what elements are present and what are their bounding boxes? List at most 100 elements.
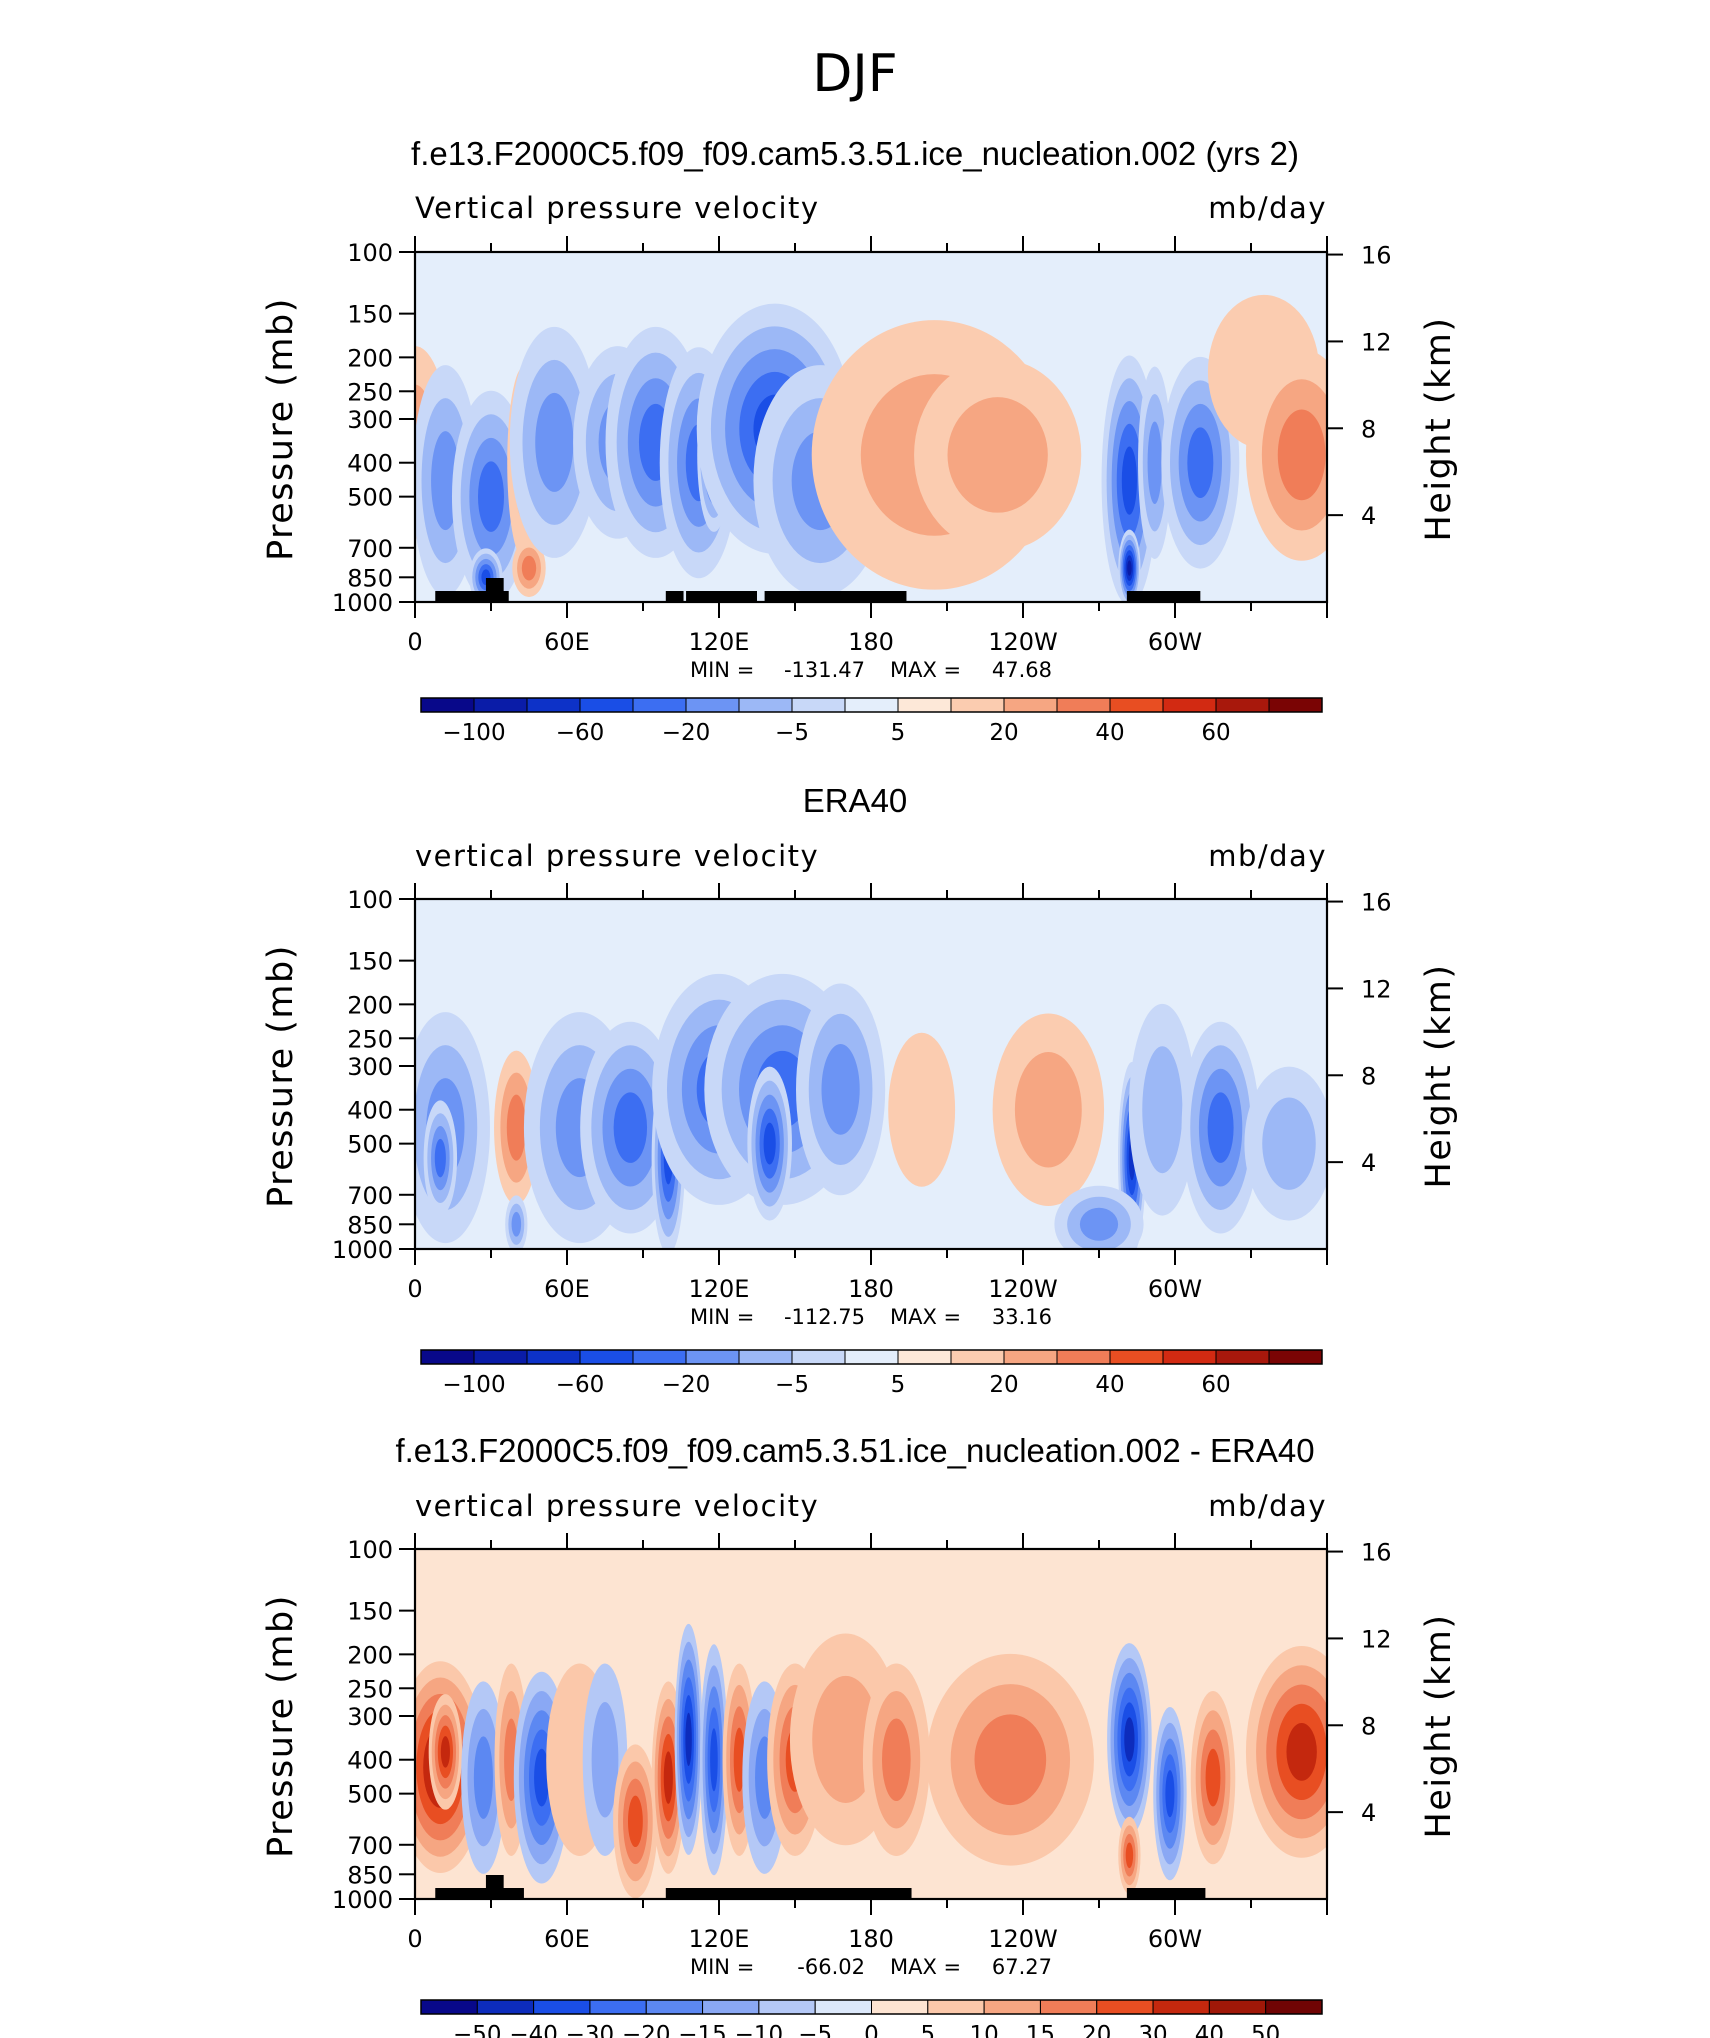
colorbar-box	[473, 1349, 528, 1365]
colorbar-box	[897, 1349, 952, 1365]
colorbar-box	[983, 1999, 1041, 2015]
x-tick-label: 60E	[544, 1275, 590, 1303]
min-label: MIN =	[690, 1955, 754, 1979]
y-tick-label: 850	[347, 1861, 393, 1889]
colorbar-box	[738, 697, 793, 713]
contour-band	[434, 1138, 446, 1178]
y-tick-label: 250	[347, 1675, 393, 1703]
colorbar-label: 15	[1026, 2022, 1055, 2038]
contour-band	[535, 392, 574, 492]
contour-band	[534, 1748, 550, 1807]
colorbar-label: 40	[1095, 1372, 1124, 1398]
contour-band	[1127, 560, 1132, 576]
max-label: MAX =	[890, 1955, 961, 1979]
variable-label: vertical pressure velocity	[415, 839, 819, 873]
colorbar-box	[950, 697, 1005, 713]
y-tick-label: 700	[347, 1832, 393, 1860]
x-tick-label: 180	[848, 628, 894, 656]
colorbar-box	[579, 1349, 634, 1365]
y2-tick-label: 4	[1361, 1149, 1376, 1177]
y-tick-label: 500	[347, 1131, 393, 1159]
contour-band	[1205, 1748, 1221, 1807]
x-tick-label: 120W	[988, 1275, 1058, 1303]
colorbar-label: −40	[509, 2022, 558, 2038]
max-value: 47.68	[992, 658, 1052, 682]
land-mask	[1126, 591, 1201, 602]
x-tick-label: 180	[848, 1275, 894, 1303]
colorbar-box	[1003, 1349, 1058, 1365]
colorbar-label: 20	[989, 720, 1018, 746]
colorbar-label: 40	[1195, 2022, 1224, 2038]
x-tick-label: 120W	[988, 1925, 1058, 1953]
x-tick-label: 120E	[689, 1925, 750, 1953]
y-tick-label: 1000	[332, 1236, 393, 1264]
x-tick-label: 0	[407, 1275, 422, 1303]
min-label: MIN =	[690, 1305, 754, 1329]
contour-band	[440, 1736, 450, 1768]
contour-band	[506, 1094, 526, 1161]
contour-band	[663, 1751, 673, 1804]
contour-band	[613, 1092, 648, 1163]
colorbar-box	[871, 1999, 929, 2015]
variable-label: vertical pressure velocity	[415, 1489, 819, 1523]
colorbar-label: −20	[662, 720, 711, 746]
panel-title: f.e13.F2000C5.f09_f09.cam5.3.51.ice_nucl…	[395, 1432, 1314, 1469]
y-tick-label: 300	[347, 1053, 393, 1081]
contour-band	[591, 1701, 619, 1818]
contour-band	[763, 1122, 776, 1165]
colorbar-box	[844, 1349, 899, 1365]
contour-band	[888, 1032, 956, 1187]
figure-title: DJF	[812, 44, 898, 104]
colorbar-label: −5	[798, 2022, 832, 2038]
contour-field	[415, 252, 1327, 602]
land-mask	[665, 1888, 912, 1899]
y-tick-label: 150	[347, 948, 393, 976]
colorbar-box	[1162, 1349, 1217, 1365]
y-tick-label: 500	[347, 1781, 393, 1809]
colorbar-box	[526, 1349, 581, 1365]
colorbar-box	[950, 1349, 1005, 1365]
contour-band	[1207, 1092, 1234, 1163]
y-tick-label: 400	[347, 1097, 393, 1125]
colorbar-box	[1096, 1999, 1154, 2015]
colorbar-box	[1215, 697, 1270, 713]
colorbar-box	[526, 697, 581, 713]
x-tick-label: 60W	[1148, 1275, 1202, 1303]
colorbar-box	[645, 1999, 704, 2015]
colorbar-label: 60	[1201, 720, 1230, 746]
colorbar-frame	[420, 1349, 1323, 1365]
colorbar-box	[738, 1349, 793, 1365]
colorbar: −100 −60 −20 −5 5 20 40 60	[420, 1349, 1323, 1398]
y2-tick-label: 16	[1361, 242, 1392, 270]
x-tick-label: 60E	[544, 1925, 590, 1953]
colorbar-box	[1003, 697, 1058, 713]
y-tick-label: 100	[347, 886, 393, 914]
y2-tick-label: 12	[1361, 975, 1392, 1003]
colorbar-box	[533, 1999, 591, 2015]
y-tick-label: 300	[347, 1703, 393, 1731]
colorbar-box	[791, 697, 846, 713]
land-mask	[435, 591, 509, 602]
colorbar-box	[844, 697, 899, 713]
contour-band	[1121, 446, 1137, 515]
colorbar-frame	[420, 697, 1323, 713]
y2-tick-label: 8	[1361, 1712, 1376, 1740]
contour-band	[627, 1795, 643, 1848]
panel-title: ERA40	[803, 782, 908, 819]
contour-band	[1286, 1723, 1317, 1781]
colorbar-box	[791, 1349, 846, 1365]
colorbar-label: 5	[920, 2022, 935, 2038]
colorbar-label: 60	[1201, 1372, 1230, 1398]
panel-3: f.e13.F2000C5.f09_f09.cam5.3.51.ice_nucl…	[261, 1432, 1459, 2038]
colorbar-label: 20	[989, 1372, 1018, 1398]
colorbar-label: −15	[678, 2022, 727, 2038]
contour-band	[1187, 427, 1214, 499]
y2-tick-label: 16	[1361, 889, 1392, 917]
min-value: -131.47	[784, 658, 865, 682]
y-tick-label: 200	[347, 1641, 393, 1669]
colorbar-box	[632, 1349, 687, 1365]
colorbar-box	[685, 1349, 740, 1365]
y2-axis-title: Height (km)	[1419, 1614, 1459, 1839]
colorbar-label: 20	[1082, 2022, 1111, 2038]
max-label: MAX =	[890, 1305, 961, 1329]
